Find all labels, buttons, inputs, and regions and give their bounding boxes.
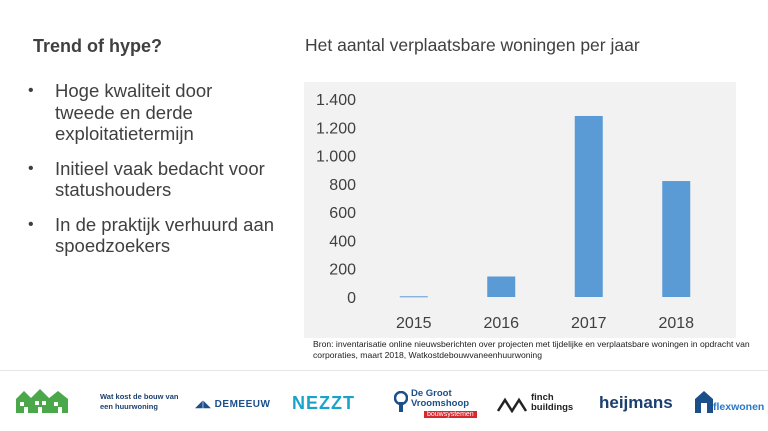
y-tick-label: 1.000 bbox=[316, 149, 356, 166]
y-tick-label: 1.400 bbox=[316, 92, 356, 109]
logo-nezzt: NEZZT bbox=[292, 393, 355, 413]
logo-flexwonen-text: flexwonen bbox=[713, 401, 765, 413]
y-tick-label: 800 bbox=[329, 177, 356, 194]
logo-demeeuw-text: DEMEEUW bbox=[214, 399, 271, 410]
x-tick-label: 2018 bbox=[658, 315, 694, 332]
bullet-item: • In de praktijk verhuurd aan spoedzoeker… bbox=[26, 214, 276, 257]
bullet-dot: • bbox=[28, 82, 34, 99]
y-tick-label: 600 bbox=[329, 205, 356, 222]
bullet-text: Initieel vaak bedacht voor statushouders bbox=[55, 157, 265, 201]
y-tick-label: 1.200 bbox=[316, 120, 356, 137]
y-tick-label: 0 bbox=[347, 290, 356, 307]
demeeuw-bird-icon: ◢◣ bbox=[195, 399, 212, 410]
bar-2018 bbox=[662, 181, 691, 297]
logo-watkost bbox=[14, 387, 74, 420]
logo-finch-text: finch buildings bbox=[531, 392, 574, 413]
bullet-dot: • bbox=[28, 215, 34, 233]
source-note: Bron: inventarisatie online nieuwsberich… bbox=[313, 339, 750, 360]
bar-2016 bbox=[487, 276, 516, 297]
footer-logos: Wat kost de bouw van een huurwoning ◢◣ D… bbox=[0, 370, 768, 431]
x-tick-label: 2015 bbox=[396, 315, 432, 332]
slide-title: Trend of hype? bbox=[33, 36, 163, 56]
bullet-text: In de praktijk verhuurd aan spoedzoekers bbox=[55, 213, 275, 257]
logo-degroot-text: De Groot Vroomshoop bbox=[411, 388, 470, 409]
logo-watkost-text: Wat kost de bouw van een huurwoning bbox=[100, 392, 179, 411]
bullet-dot: • bbox=[28, 159, 34, 177]
x-tick-label: 2016 bbox=[483, 315, 519, 332]
bullet-item: • Hoge kwaliteit door tweede en derde exp… bbox=[26, 80, 276, 145]
bullet-text: Hoge kwaliteit door tweede en derde expl… bbox=[55, 80, 213, 144]
finch-zigzag-icon bbox=[497, 397, 528, 413]
bar-chart: 0 200 400 600 800 1.000 1.200 1.400 2015 2016 2017… bbox=[316, 92, 694, 332]
flexwonen-house-icon bbox=[695, 391, 713, 413]
logo-demeeuw: ◢◣ DEMEEUW bbox=[195, 399, 270, 410]
x-tick-label: 2017 bbox=[571, 315, 607, 332]
logo-degroot-sub: bouwsystemen bbox=[424, 411, 477, 418]
bullet-item: • Initieel vaak bedacht voor statushouder… bbox=[26, 158, 276, 201]
bullet-list: • Hoge kwaliteit door tweede en derde exp… bbox=[26, 80, 276, 270]
houses-icon bbox=[16, 389, 68, 413]
bar-2017 bbox=[574, 115, 603, 297]
degroot-mark-icon bbox=[394, 391, 408, 412]
y-tick-label: 400 bbox=[329, 233, 356, 250]
chart-title: Het aantal verplaatsbare woningen per ja… bbox=[305, 35, 640, 55]
bar-2015 bbox=[399, 296, 428, 298]
chart-area: 0 200 400 600 800 1.000 1.200 1.400 2015 2016 2017… bbox=[304, 82, 736, 338]
logo-heijmans: heijmans bbox=[599, 393, 673, 412]
y-tick-label: 200 bbox=[329, 262, 356, 279]
